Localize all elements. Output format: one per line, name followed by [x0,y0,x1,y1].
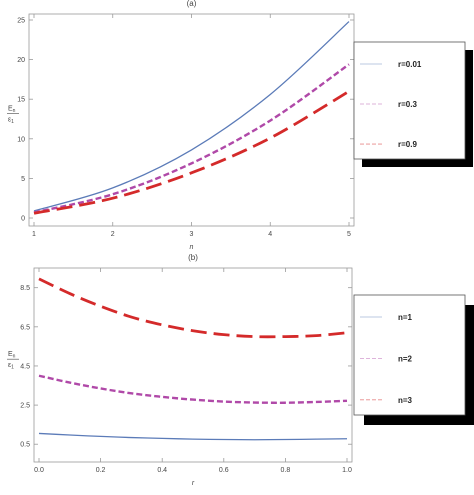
series-line-r=0.9 [33,90,350,215]
x-tick-label: 4 [268,231,272,238]
x-tick-label: 1 [32,231,36,238]
y-tick-label: 0.5 [20,442,30,449]
x-tick-label: 0.2 [96,467,106,474]
y-label-denominator: ε1 [8,362,14,371]
series-line-r=0.3 [33,63,350,214]
y-tick-label: 4.5 [20,363,30,370]
panel-title-2: (b) [188,253,198,262]
x-tick-label: 0.0 [34,467,44,474]
x-tick-label: 5 [347,231,351,238]
legend-label-r=0.01: r=0.01 [398,60,422,69]
y-tick-label: 2.5 [20,403,30,410]
series-line-r=0.01 [33,21,350,212]
x-axis-label: r [192,480,195,487]
y-tick-label: 10 [17,136,25,143]
y-tick-label: 25 [17,18,25,25]
legend-label-n=2: n=2 [398,354,413,363]
y-tick-label: 0 [21,216,25,223]
x-tick-label: 0.6 [219,467,229,474]
y-label-denominator: ε1 [8,117,14,126]
x-tick-label: 0.4 [157,467,167,474]
legend-label-r=0.9: r=0.9 [398,140,417,149]
y-tick-label: 5 [21,176,25,183]
series-line-n=2 [38,374,348,404]
plot-frame [33,267,353,463]
series-line-n=1 [38,432,348,441]
x-tick-label: 2 [111,231,115,238]
y-tick-label: 20 [17,57,25,64]
x-tick-label: 0.8 [281,467,291,474]
y-tick-label: 6.5 [20,324,30,331]
x-tick-label: 1.0 [342,467,352,474]
legend-label-r=0.3: r=0.3 [398,100,417,109]
series-line-n=3 [38,277,348,339]
x-tick-label: 3 [190,231,194,238]
legend-box [353,294,466,416]
x-axis-label: n [190,244,194,251]
y-label-numerator: En [8,106,16,115]
legend-box [353,41,466,160]
y-axis-label: En ε1 [7,106,19,126]
y-axis-label: En ε1 [7,351,19,371]
y-tick-label: 15 [17,97,25,104]
legend-label-n=1: n=1 [398,313,413,322]
y-label-numerator: En [8,351,16,360]
panel-title-1: (a) [187,0,197,8]
plot-frame [28,13,355,227]
legend-label-n=3: n=3 [398,396,413,405]
y-tick-label: 8.5 [20,285,30,292]
